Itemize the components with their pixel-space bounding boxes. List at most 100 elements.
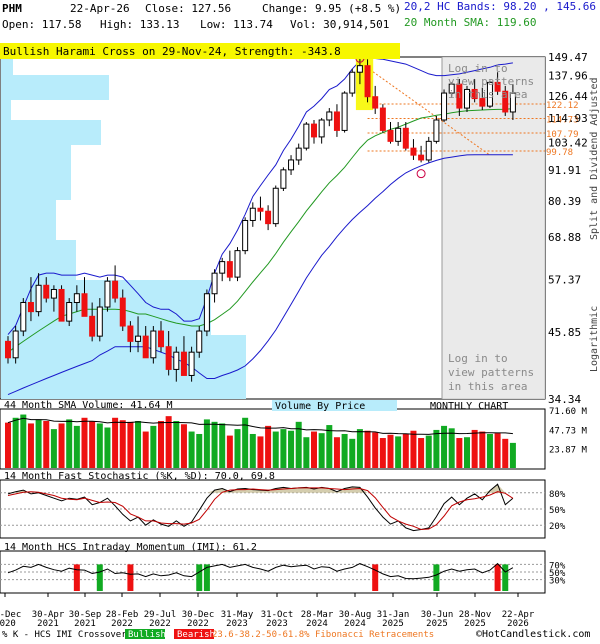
candle-body	[272, 187, 279, 225]
volume-bar	[387, 434, 394, 468]
candle-body	[464, 88, 470, 109]
candle-body	[234, 250, 241, 278]
price-panel: 122.12 114.73 107.79 99.78 149.47 137.96 126.…	[0, 43, 600, 406]
price-tick-label: 68.88	[548, 231, 581, 244]
volume-bar	[81, 417, 88, 468]
volume-bar	[486, 433, 493, 468]
volume-tick-label: 23.87 M	[549, 446, 588, 456]
imi-title: 14 Month HCS Intraday Momentum (IMI): 61…	[4, 542, 257, 553]
price-tick-label: 80.39	[548, 195, 581, 208]
login-note-bottom-2[interactable]: view patterns	[448, 366, 534, 379]
log-scale-label: Logarithmic	[589, 306, 600, 372]
x-tick-label: 30-Sep	[69, 610, 102, 620]
x-tick-year: 2022	[111, 619, 133, 629]
volume-bar	[402, 433, 409, 468]
login-note-top-3[interactable]: in this area	[448, 88, 527, 101]
volume-bar	[226, 435, 233, 468]
x-tick-label: 30-Apr	[32, 610, 65, 620]
volume-bar	[280, 429, 287, 468]
volume-bar	[494, 433, 501, 468]
x-tick-year: 2021	[74, 619, 96, 629]
candle-body	[288, 159, 295, 171]
imi-panel: 70%50%30% 14 Month HCS Intraday Momentum…	[0, 542, 566, 594]
volume-bar	[410, 430, 417, 468]
imi-line	[7, 562, 514, 580]
volume-bar	[12, 417, 19, 468]
footer-bearish-label: Bearish	[177, 630, 215, 640]
candle-body	[119, 297, 126, 327]
candle-body	[395, 127, 402, 142]
candle-body	[509, 92, 516, 113]
login-note-top-2[interactable]: view patterns	[448, 75, 534, 88]
candle-body	[150, 330, 157, 359]
x-tick-year: 2025	[426, 619, 448, 629]
candle-body	[433, 119, 440, 142]
imi-bearish-crossover	[372, 564, 379, 591]
x-tick-label: 31-Jan	[377, 610, 410, 620]
volume-bar	[50, 429, 57, 468]
candle-body	[43, 284, 50, 299]
imi-bearish-crossover	[73, 564, 80, 591]
fib-trend-line	[359, 62, 491, 156]
volume-bar	[127, 421, 134, 468]
vbp-bar	[1, 145, 71, 200]
login-note-top-1[interactable]: Log in to	[448, 62, 508, 75]
candle-body	[81, 293, 88, 317]
candle-body	[441, 92, 448, 121]
candle-body	[257, 207, 264, 212]
volume-bar	[265, 425, 272, 468]
footer-bullish-label: Bullish	[128, 630, 166, 640]
candle-body	[494, 81, 501, 92]
candle-body	[20, 302, 27, 332]
login-note-bottom-3[interactable]: in this area	[448, 380, 527, 393]
x-tick-label: 31-May	[221, 610, 254, 620]
candle-body	[341, 92, 348, 131]
candle-body	[73, 293, 80, 304]
imi-axis-ticks: 70%50%30%	[549, 561, 566, 586]
volume-bar	[295, 421, 302, 468]
volume-bar	[471, 429, 478, 468]
volume-bar	[112, 417, 119, 468]
x-tick-label: 28-Feb	[106, 610, 139, 620]
volume-bar	[27, 423, 34, 468]
x-tick-label: 31-Dec	[0, 610, 21, 620]
volume-bar	[66, 419, 73, 468]
volume-bar	[311, 431, 317, 468]
candle-body	[402, 127, 409, 149]
candle-body	[196, 330, 203, 353]
candle-body	[211, 272, 218, 295]
candle-body	[249, 207, 256, 221]
volume-bar	[303, 437, 310, 468]
price-tick-label: 57.37	[548, 274, 581, 287]
volume-bar	[211, 421, 218, 468]
imi-bearish-crossover	[494, 564, 501, 591]
candle-body	[89, 315, 96, 337]
x-tick-label: 30-Jun	[421, 610, 454, 620]
upper-band-line	[7, 58, 513, 335]
candle-body	[265, 210, 272, 225]
candle-body	[471, 88, 478, 100]
volume-bar	[257, 436, 264, 468]
login-note-bottom-1[interactable]: Log in to	[448, 352, 508, 365]
volume-axis-ticks: 71.60 M 47.73 M 23.87 M	[549, 407, 588, 456]
bands-label: 20,2 HC Bands: 98.20 , 145.66	[404, 0, 596, 13]
candle-body	[387, 129, 394, 142]
candle-body	[27, 302, 34, 313]
volume-bar	[173, 421, 180, 468]
candle-body	[280, 169, 287, 189]
volume-bar	[180, 424, 187, 468]
candle-body	[58, 288, 65, 322]
candle-body	[158, 330, 164, 348]
candle-body	[96, 306, 103, 337]
footer-copyright[interactable]: ©HotCandlestick.com	[476, 629, 590, 640]
open-label: Open: 117.58	[2, 18, 81, 31]
stochastic-tick-label: 80%	[549, 490, 566, 500]
volume-bar	[150, 425, 157, 468]
volume-bar	[196, 433, 203, 468]
volume-sma-line	[7, 417, 513, 435]
fib-level-label: 99.78	[546, 148, 573, 158]
vbp-label: Volume By Price	[275, 401, 365, 412]
x-tick-label: 30-Aug	[339, 610, 372, 620]
price-tick-label: 149.47	[548, 51, 588, 64]
